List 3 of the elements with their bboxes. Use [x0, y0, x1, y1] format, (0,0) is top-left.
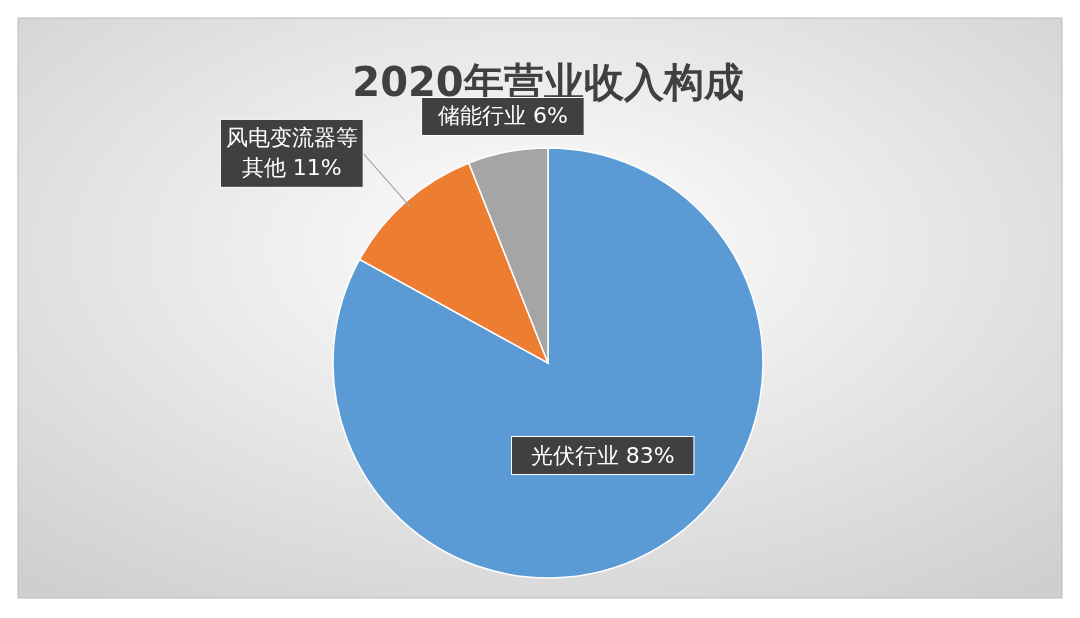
- slice-label: 风电变流器等其他 11%: [225, 125, 358, 181]
- slice-label: 光伏行业 83%: [530, 442, 675, 468]
- slice-label: 储能行业 6%: [437, 103, 568, 129]
